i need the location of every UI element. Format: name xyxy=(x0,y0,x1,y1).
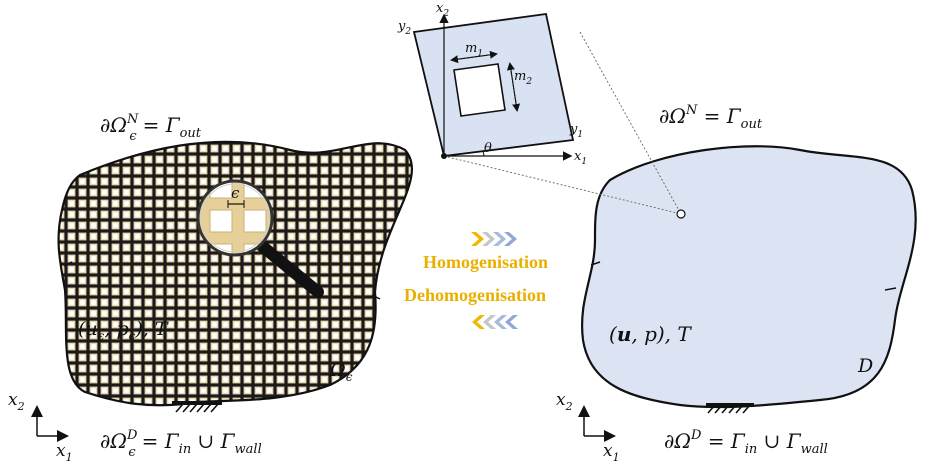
cell-theta-label: θ xyxy=(484,141,492,156)
unit-cell-hole xyxy=(453,63,506,117)
cell-m2-label: m2 xyxy=(514,69,532,87)
magnifier-epsilon-label: ϵ xyxy=(231,184,240,202)
homogenisation-label: Homogenisation xyxy=(423,252,548,272)
left-domain xyxy=(57,140,414,407)
right-axis-x2-label: x2 xyxy=(556,390,573,413)
left-fields-label: (uϵ, pϵ), T xyxy=(78,318,169,343)
left-domain-label: Ωϵ xyxy=(329,359,353,384)
cell-m1-label: m1 xyxy=(465,41,483,59)
right-support xyxy=(706,403,754,414)
right-top-boundary-label: ∂ΩN = Γout xyxy=(659,103,763,132)
magnifier-icon: ϵ xyxy=(196,179,324,298)
left-bottom-boundary-label: ∂ΩD ϵ = Γin ∪ Γwall xyxy=(100,428,262,460)
unit-cell: x2 x1 y2 y1 m1 m2 θ xyxy=(397,1,587,167)
left-axis-x1-label: x1 xyxy=(56,441,73,462)
right-axes: x2 x1 xyxy=(556,390,620,462)
cell-y2-label: y2 xyxy=(397,19,411,37)
right-domain-label: D xyxy=(857,355,873,377)
left-domain-shape xyxy=(57,140,414,407)
cell-x1-label: x1 xyxy=(574,149,587,167)
right-bottom-boundary-label: ∂ΩD = Γin ∪ Γwall xyxy=(664,428,828,457)
right-axis-x1-label: x1 xyxy=(603,441,620,462)
left-axis-x2-label: x2 xyxy=(8,390,25,413)
cell-x2-label: x2 xyxy=(436,1,449,19)
homogenisation-arrows xyxy=(471,232,517,246)
right-fields-label: (u, p), T xyxy=(609,322,692,346)
dehomogenisation-label: Dehomogenisation xyxy=(404,285,546,305)
sample-point xyxy=(676,209,686,219)
dehomogenisation-arrows xyxy=(472,315,518,329)
left-top-boundary-label: ∂ΩN ϵ = Γout xyxy=(100,112,202,144)
zoom-connector xyxy=(443,31,686,219)
left-support xyxy=(172,401,222,413)
right-domain-shape xyxy=(581,145,917,409)
right-domain xyxy=(581,145,917,409)
left-axes: x2 x1 xyxy=(8,390,73,462)
cell-y1-label: y1 xyxy=(569,122,583,140)
